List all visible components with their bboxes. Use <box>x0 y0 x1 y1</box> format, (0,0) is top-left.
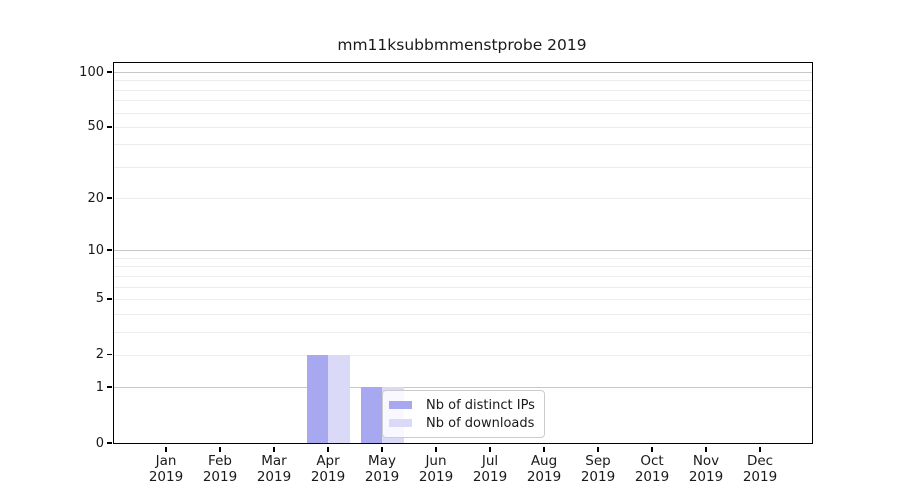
y-axis-tick <box>107 386 112 389</box>
gridline-major <box>114 72 812 74</box>
y-axis-tick <box>107 71 112 73</box>
y-axis-tick-label: 10 <box>87 242 104 258</box>
legend-label: Nb of distinct IPs <box>426 397 535 413</box>
x-axis-tick-label: Apr 2019 <box>310 453 346 485</box>
y-axis-tick-label: 1 <box>95 379 104 395</box>
y-axis-tick <box>107 126 112 128</box>
gridline-minor <box>114 354 812 356</box>
x-axis-tick-label: Jan 2019 <box>148 453 184 485</box>
gridline-minor <box>114 275 812 277</box>
gridline-minor <box>114 266 812 268</box>
x-axis-tick-label: Jun 2019 <box>418 453 454 485</box>
x-axis-tick-label: Nov 2019 <box>688 453 724 485</box>
chart-title: mm11ksubbmmenstprobe 2019 <box>337 36 587 54</box>
gridline-major <box>114 250 812 252</box>
gridline-minor <box>114 286 812 288</box>
gridline-minor <box>114 257 812 259</box>
x-axis-tick-label: May 2019 <box>364 453 400 485</box>
y-axis-tick-label: 100 <box>79 64 104 80</box>
gridline-minor <box>114 126 812 128</box>
x-axis-tick <box>381 446 383 452</box>
y-axis-tick <box>107 197 112 200</box>
x-axis-tick <box>489 446 491 452</box>
bar-distinct-ips <box>306 354 328 443</box>
gridline-minor <box>114 112 812 114</box>
x-axis-tick-label: Jul 2019 <box>472 453 508 485</box>
y-axis-tick-label: 50 <box>87 119 104 135</box>
gridline-minor <box>114 100 812 102</box>
gridline-minor <box>114 80 812 82</box>
x-axis-tick <box>597 446 599 452</box>
gridline-minor <box>114 298 812 300</box>
x-axis-tick-label: Sep 2019 <box>580 453 616 485</box>
x-axis-tick <box>651 446 653 452</box>
legend-item: Nb of downloads <box>389 415 536 431</box>
y-axis-tick-label: 0 <box>95 435 104 451</box>
x-axis-tick <box>759 446 761 452</box>
x-axis-tick-label: Dec 2019 <box>742 453 778 485</box>
plot-area: Nb of distinct IPs Nb of downloads 0 1 2 5 1… <box>79 62 813 485</box>
y-axis-tick-label: 2 <box>95 347 104 363</box>
y-axis-tick <box>107 442 112 444</box>
x-axis-tick <box>165 446 167 452</box>
x-axis-tick-label: Oct 2019 <box>634 453 670 485</box>
x-axis-tick <box>273 446 275 452</box>
y-axis-tick <box>107 249 112 252</box>
gridline-minor <box>114 331 812 333</box>
x-axis-tick <box>327 446 329 452</box>
x-axis-tick-label: Feb 2019 <box>202 453 238 485</box>
y-axis-tick-label: 5 <box>95 291 104 307</box>
x-axis-tick <box>435 446 437 452</box>
gridline-major <box>114 387 812 389</box>
y-axis-tick <box>107 353 112 356</box>
gridline-minor <box>114 198 812 200</box>
gridline-minor <box>114 89 812 91</box>
legend-swatch <box>389 401 412 409</box>
legend-label: Nb of downloads <box>426 415 535 431</box>
x-axis-tick-label: Aug 2019 <box>526 453 562 485</box>
y-axis-tick-label: 20 <box>87 190 104 206</box>
y-axis-tick <box>107 298 112 300</box>
gridline-minor <box>114 144 812 146</box>
x-axis-tick <box>543 446 545 452</box>
legend: Nb of distinct IPs Nb of downloads <box>382 390 545 438</box>
x-axis-tick-label: Mar 2019 <box>256 453 292 485</box>
legend-swatch <box>389 419 412 427</box>
bar-downloads <box>328 354 350 443</box>
x-axis-tick <box>705 446 707 452</box>
x-axis-tick <box>219 446 221 452</box>
gridline-minor <box>114 313 812 315</box>
legend-item: Nb of distinct IPs <box>389 397 536 413</box>
bar-distinct-ips <box>360 387 382 443</box>
gridline-minor <box>114 166 812 168</box>
